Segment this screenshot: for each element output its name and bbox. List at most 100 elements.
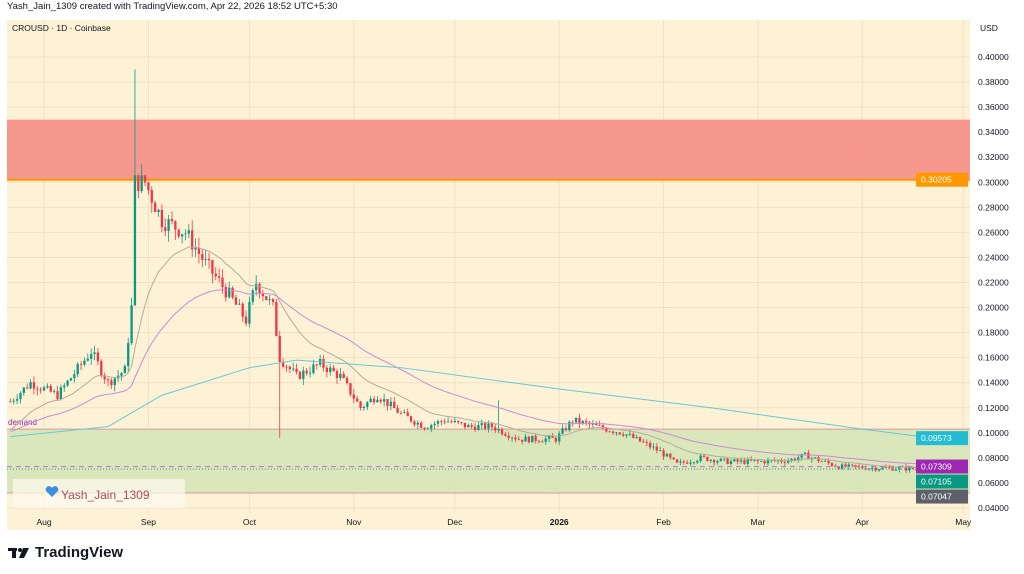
candle-body	[457, 420, 460, 423]
candle-body	[194, 248, 197, 250]
candle-body	[261, 293, 265, 297]
time-tick-label: Aug	[36, 517, 51, 527]
candle-body	[396, 408, 399, 413]
candle-body	[558, 433, 561, 442]
candle-body	[352, 394, 355, 399]
candle-body	[568, 421, 571, 431]
candle-body	[86, 358, 89, 361]
candle-body	[571, 421, 574, 423]
candle-body	[743, 460, 746, 464]
price-tick-label: 0.30000	[978, 177, 1009, 187]
candle-body	[369, 398, 372, 403]
price-tick-label: 0.28000	[978, 202, 1009, 212]
candle-body	[389, 401, 393, 407]
candle-body	[322, 358, 325, 368]
candle-body	[433, 423, 436, 426]
candle-body	[140, 175, 143, 192]
candle-body	[645, 442, 648, 444]
candle-body	[308, 372, 312, 374]
candle-body	[113, 378, 116, 386]
candle-body	[551, 436, 554, 438]
candle-body	[514, 437, 517, 440]
candle-body	[800, 453, 803, 458]
time-tick-label: Feb	[656, 517, 671, 527]
candle-body	[150, 190, 153, 203]
candle-body	[881, 467, 884, 470]
candle-body	[382, 399, 386, 402]
candle-body	[480, 423, 483, 426]
price-tick-label: 0.36000	[978, 102, 1009, 112]
candle-body	[36, 388, 39, 390]
candle-body	[201, 253, 204, 260]
candle-body	[534, 435, 537, 441]
candle-body	[295, 368, 298, 372]
candle-body	[376, 399, 379, 403]
candle-body	[241, 303, 244, 317]
candle-body	[517, 439, 520, 441]
candle-body	[837, 466, 840, 470]
tradingview-logo-icon	[8, 547, 29, 558]
price-label-badge	[916, 474, 968, 489]
candle-body	[672, 457, 675, 460]
price-tick-label: 0.34000	[978, 127, 1009, 137]
candle-body	[52, 391, 56, 392]
candle-body	[39, 389, 42, 391]
candle-body	[564, 428, 568, 431]
heart-icon	[45, 486, 59, 497]
candle-body	[598, 425, 601, 426]
candle-body	[66, 380, 69, 386]
candle-body	[574, 417, 578, 423]
time-tick-label: Nov	[346, 517, 362, 527]
time-tick-label: May	[955, 517, 972, 527]
candle-body	[69, 378, 73, 381]
logo-text: TradingView	[35, 544, 124, 561]
candle-body	[723, 458, 726, 460]
candle-body	[349, 383, 352, 395]
candle-body	[473, 426, 477, 431]
candle-body	[409, 416, 413, 422]
candle-body	[813, 457, 817, 459]
candle-body	[622, 434, 625, 436]
candle-body	[154, 202, 157, 213]
candle-body	[854, 464, 857, 467]
price-tick-label: 0.10000	[978, 428, 1009, 438]
candle-body	[824, 460, 827, 462]
candle-body	[686, 462, 689, 464]
candle-body	[258, 283, 261, 294]
candle-body	[746, 459, 749, 464]
candle-body	[180, 234, 184, 237]
candle-body	[894, 469, 898, 471]
price-label-text: 0.09573	[921, 433, 952, 443]
candle-body	[238, 303, 241, 305]
candle-body	[662, 450, 665, 457]
candle-body	[500, 429, 504, 435]
moving-average-line	[10, 289, 933, 466]
price-tick-label: 0.06000	[978, 478, 1009, 488]
time-tick-label: Dec	[447, 517, 463, 527]
candle-body	[430, 425, 433, 429]
candle-body	[32, 382, 36, 389]
time-tick-label: Mar	[751, 517, 766, 527]
candle-body	[605, 428, 608, 432]
candle-body	[406, 412, 409, 417]
candle-body	[706, 456, 709, 461]
candle-body	[749, 459, 753, 461]
candle-body	[783, 461, 786, 463]
candle-body	[840, 464, 844, 470]
candle-body	[507, 435, 510, 438]
candle-body	[595, 423, 598, 426]
candle-body	[692, 462, 696, 464]
candle-body	[12, 400, 15, 402]
candle-body	[167, 218, 170, 231]
candle-body	[857, 466, 861, 468]
candle-body	[436, 421, 440, 424]
candle-body	[130, 305, 133, 344]
candle-body	[386, 399, 389, 407]
candle-body	[561, 428, 564, 434]
candle-body	[234, 297, 238, 305]
price-chart[interactable]: 0.04000 0.06000 0.08000 0.10000 0.12000 0.140…	[0, 0, 1024, 540]
price-tick-label: 0.18000	[978, 328, 1009, 338]
candle-body	[403, 412, 406, 414]
candle-body	[325, 367, 329, 373]
candle-body	[591, 423, 595, 425]
